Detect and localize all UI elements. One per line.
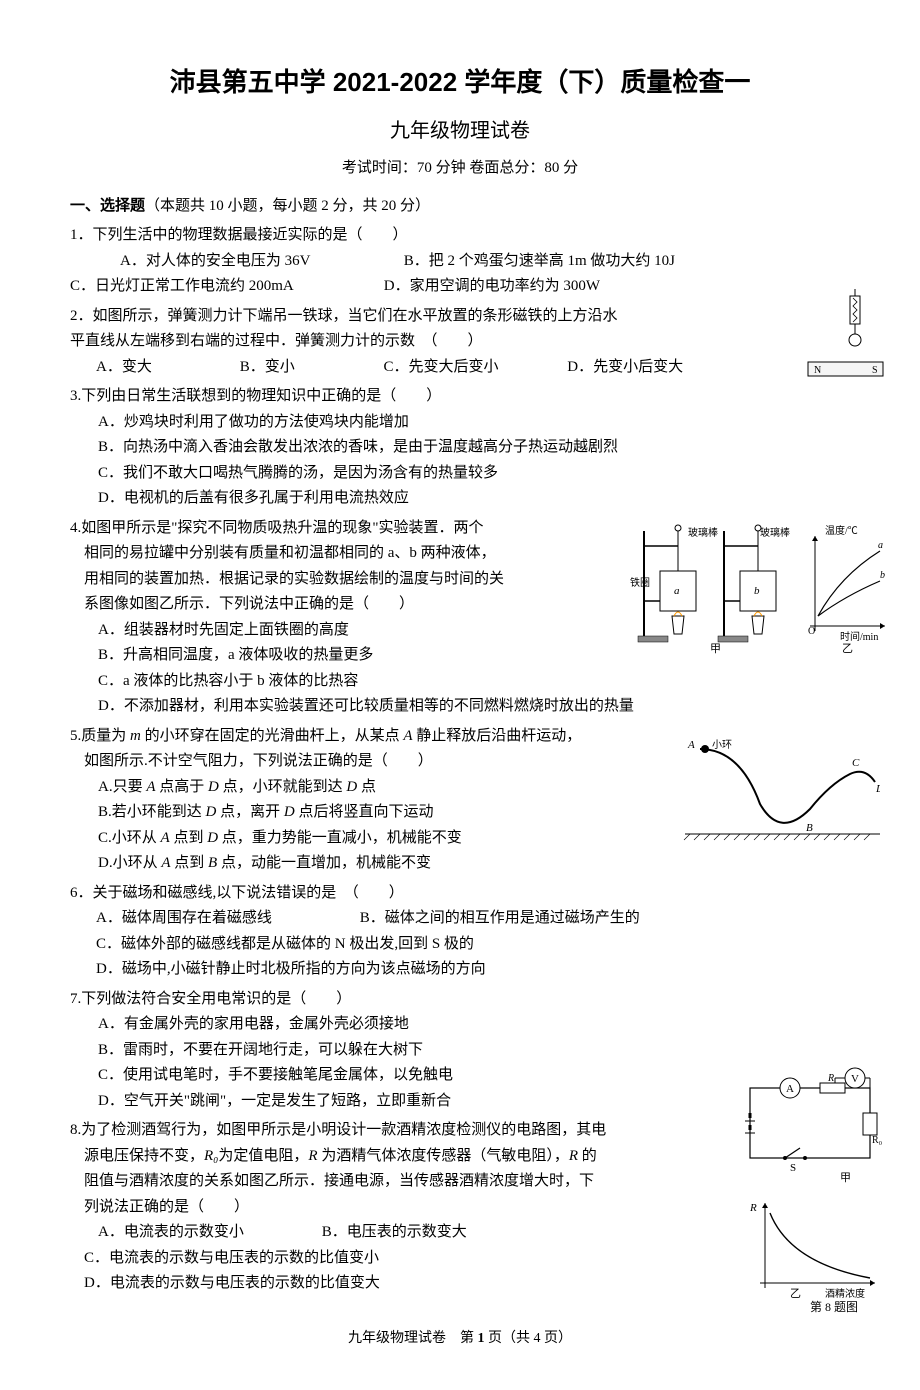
spring-magnet-diagram: N S (800, 284, 890, 384)
svg-text:R: R (827, 1073, 834, 1084)
q3-stem: 3.下列由日常生活联想到的物理知识中正确的是（ ） (70, 384, 850, 410)
question-4: a b 玻璃棒 玻璃棒 铁圈 甲 (70, 516, 850, 720)
q6-optB: B．磁体之间的相互作用是通过磁场产生的 (360, 910, 640, 926)
q1-optB: B．把 2 个鸡蛋匀速举高 1m 做功大约 10J (404, 253, 675, 269)
question-5: A 小环 B C D (70, 724, 850, 877)
q4-optC: C．a 液体的比热容小于 b 液体的比热容 (98, 669, 850, 695)
q8-optB: B．电压表的示数变大 (322, 1224, 467, 1240)
svg-text:C: C (852, 757, 860, 769)
q6-stem: 6．关于磁场和磁感线,以下说法错误的是 （ ） (70, 881, 850, 907)
q1-options-row2: C．日光灯正常工作电流约 200mA D．家用空调的电功率约为 300W (70, 274, 850, 300)
q1-optA: A．对人体的安全电压为 36V (120, 249, 400, 275)
q2-figure: N S (800, 284, 890, 384)
q7-stem: 7.下列做法符合安全用电常识的是（ ） (70, 987, 850, 1013)
page-footer: 九年级物理试卷 第 1 页（共 4 页） (70, 1327, 850, 1351)
q5-figure: A 小环 B C D (680, 734, 880, 844)
q2-optB: B．变小 (240, 355, 380, 381)
question-2: N S 2．如图所示，弹簧测力计下端吊一铁球，当它们在水平放置的条形磁铁的上方沿… (70, 304, 850, 381)
page-content: 沛县第五中学 2021-2022 学年度（下）质量检查一 九年级物理试卷 考试时… (70, 60, 850, 1297)
q3-optA: A．炒鸡块时利用了做功的方法使鸡块内能增加 (98, 410, 850, 436)
question-8: V A R R₀ S (70, 1118, 850, 1297)
svg-text:b: b (754, 585, 760, 597)
q1-optC: C．日光灯正常工作电流约 200mA (70, 274, 380, 300)
q3-optD: D．电视机的后盖有很多孔属于利用电流热效应 (98, 486, 850, 512)
q6-optC: C．磁体外部的磁感线都是从磁体的 N 极出发,回到 S 极的 (96, 932, 850, 958)
q3-optB: B．向热汤中滴入香油会散发出浓浓的香味，是由于温度越高分子热运动越剧烈 (98, 435, 850, 461)
section-1-title-rest: （本题共 10 小题，每小题 2 分，共 20 分） (145, 198, 430, 214)
q2-line1: 2．如图所示，弹簧测力计下端吊一铁球，当它们在水平放置的条形磁铁的上方沿水 (70, 304, 850, 330)
section-1-title-bold: 一、选择题 (70, 198, 145, 214)
q6-row1: A．磁体周围存在着磁感线 B．磁体之间的相互作用是通过磁场产生的 (96, 906, 850, 932)
curved-rod-diagram: A 小环 B C D (680, 734, 880, 844)
q2-optC: C．先变大后变小 (384, 355, 564, 381)
q2-line2: 平直线从左端移到右端的过程中．弹簧测力计的示数 （ ） (70, 329, 850, 355)
section-1-title: 一、选择题（本题共 10 小题，每小题 2 分，共 20 分） (70, 194, 850, 220)
svg-text:玻璃棒: 玻璃棒 (760, 526, 790, 539)
question-7: 7.下列做法符合安全用电常识的是（ ） A．有金属外壳的家用电器，金属外壳必须接… (70, 987, 850, 1115)
q4-optD: D．不添加器材，利用本实验装置还可比较质量相等的不同燃料燃烧时放出的热量 (98, 694, 850, 720)
svg-text:A: A (786, 1083, 794, 1095)
q2-options: A．变大 B．变小 C．先变大后变小 D．先变小后变大 (96, 355, 850, 381)
svg-text:甲: 甲 (710, 643, 721, 655)
q7-optB: B．雷雨时，不要在开阔地行走，可以躲在大树下 (98, 1038, 850, 1064)
q1-stem: 1．下列生活中的物理数据最接近实际的是（ ） (70, 223, 850, 249)
svg-text:V: V (851, 1073, 859, 1085)
q8-optA: A．电流表的示数变小 (98, 1220, 318, 1246)
q4-figure: a b 玻璃棒 玻璃棒 铁圈 甲 (630, 516, 890, 656)
alcohol-detector-circuit: V A R R₀ S (735, 1063, 885, 1313)
q5-optD: D.小环从 A 点到 B 点，动能一直增加，机械能不变 (98, 851, 850, 877)
svg-text:乙: 乙 (790, 1287, 801, 1300)
exam-info: 考试时间：70 分钟 卷面总分：80 分 (70, 156, 850, 182)
q7-optA: A．有金属外壳的家用电器，金属外壳必须接地 (98, 1012, 850, 1038)
svg-text:乙: 乙 (842, 642, 853, 655)
svg-text:O: O (808, 626, 815, 637)
svg-text:酒精浓度: 酒精浓度 (825, 1287, 865, 1300)
svg-text:第 8 题图: 第 8 题图 (810, 1300, 858, 1313)
svg-text:b: b (880, 570, 885, 581)
svg-text:S: S (872, 365, 878, 376)
svg-text:温度/℃: 温度/℃ (825, 524, 858, 537)
q2-optD: D．先变小后变大 (567, 359, 683, 375)
svg-text:R: R (749, 1202, 757, 1214)
svg-text:D: D (875, 783, 880, 795)
heating-apparatus-diagram: a b 玻璃棒 玻璃棒 铁圈 甲 (630, 516, 890, 656)
q2-optA: A．变大 (96, 355, 236, 381)
q3-optC: C．我们不敢大口喝热气腾腾的汤，是因为汤含有的热量较多 (98, 461, 850, 487)
svg-text:甲: 甲 (840, 1172, 851, 1184)
exam-subtitle: 九年级物理试卷 (70, 114, 850, 148)
svg-text:铁圈: 铁圈 (630, 576, 650, 589)
svg-text:B: B (806, 822, 813, 834)
svg-text:a: a (878, 540, 883, 551)
q1-optD: D．家用空调的电功率约为 300W (384, 278, 600, 294)
svg-text:S: S (790, 1162, 796, 1174)
q8-line1: 8.为了检测酒驾行为，如图甲所示是小明设计一款酒精浓度检测仪的电路图，其电 (70, 1118, 850, 1144)
q6-optA: A．磁体周围存在着磁感线 (96, 906, 356, 932)
q6-optD: D．磁场中,小磁针静止时北极所指的方向为该点磁场的方向 (96, 957, 850, 983)
q8-figure: V A R R₀ S (735, 1063, 885, 1313)
svg-text:R₀: R₀ (872, 1135, 883, 1146)
svg-text:小环: 小环 (712, 739, 732, 751)
q1-options-row1: A．对人体的安全电压为 36V B．把 2 个鸡蛋匀速举高 1m 做功大约 10… (120, 249, 850, 275)
exam-title: 沛县第五中学 2021-2022 学年度（下）质量检查一 (70, 60, 850, 104)
question-1: 1．下列生活中的物理数据最接近实际的是（ ） A．对人体的安全电压为 36V B… (70, 223, 850, 300)
question-6: 6．关于磁场和磁感线,以下说法错误的是 （ ） A．磁体周围存在着磁感线 B．磁… (70, 881, 850, 983)
question-3: 3.下列由日常生活联想到的物理知识中正确的是（ ） A．炒鸡块时利用了做功的方法… (70, 384, 850, 512)
svg-text:玻璃棒: 玻璃棒 (688, 526, 718, 539)
svg-text:时间/min: 时间/min (840, 630, 878, 643)
svg-text:N: N (814, 365, 821, 376)
svg-text:A: A (687, 739, 695, 751)
svg-text:a: a (674, 585, 680, 597)
